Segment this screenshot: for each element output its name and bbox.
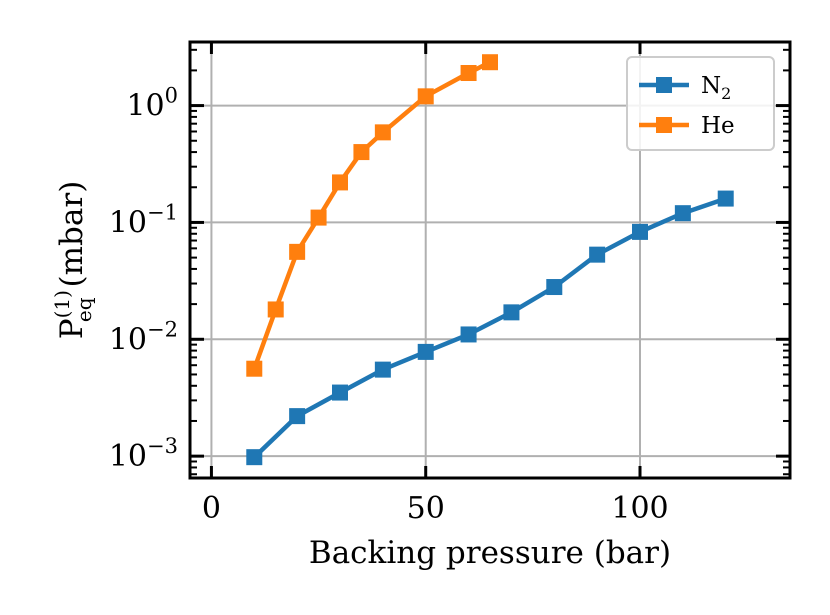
series-line [252, 196, 727, 459]
data-point [546, 279, 563, 296]
series-layer [246, 54, 734, 466]
data-point [353, 144, 370, 161]
legend-swatch-marker [656, 117, 672, 133]
plot-frame [188, 40, 792, 480]
series-2 [246, 54, 498, 377]
data-point [246, 449, 263, 466]
y-axis-title-unit: (mbar) [54, 181, 90, 288]
y-tick-label: 10−3 [109, 434, 178, 474]
legend-item: He [639, 113, 735, 139]
x-axis-title: Backing pressure (bar) [309, 535, 671, 571]
data-point [374, 361, 391, 378]
data-point [674, 205, 691, 222]
ticks [190, 42, 790, 478]
data-point [246, 360, 263, 377]
data-point [717, 190, 734, 207]
x-tick-label: 50 [407, 491, 445, 526]
data-point [332, 384, 348, 401]
data-point [417, 343, 434, 360]
data-point [417, 88, 434, 105]
tick-labels: 0 50 100 10−3 10−2 10−1 100 [109, 84, 669, 526]
legend-label: He [701, 113, 735, 139]
data-point [460, 65, 477, 82]
y-axis-title-base: P [54, 318, 90, 339]
data-point [289, 408, 306, 425]
data-point [482, 54, 498, 71]
series-1 [246, 190, 734, 466]
y-axis-title-sub: eq [72, 297, 96, 322]
legend-swatch-marker [656, 77, 672, 93]
data-point [589, 246, 606, 263]
y-axis-title-sup: (1) [50, 290, 74, 318]
data-point [503, 304, 520, 321]
data-point [632, 223, 648, 240]
y-tick-label: 10−2 [109, 317, 178, 357]
x-tick-label: 0 [202, 491, 221, 526]
x-tick-label: 100 [611, 491, 668, 526]
y-tick-label: 10−1 [109, 200, 178, 240]
data-point [332, 174, 348, 191]
data-point [267, 301, 284, 318]
data-point [374, 124, 391, 141]
legend: N2 He [626, 56, 775, 151]
data-point [310, 209, 327, 226]
series-line [252, 60, 492, 370]
legend-label: N2 [701, 73, 731, 103]
data-point [289, 243, 306, 260]
legend-item: N2 [639, 73, 731, 103]
y-axis-title: P(1)eq (mbar) [50, 181, 96, 340]
y-tick-label: 100 [126, 84, 178, 124]
data-point [460, 326, 477, 343]
